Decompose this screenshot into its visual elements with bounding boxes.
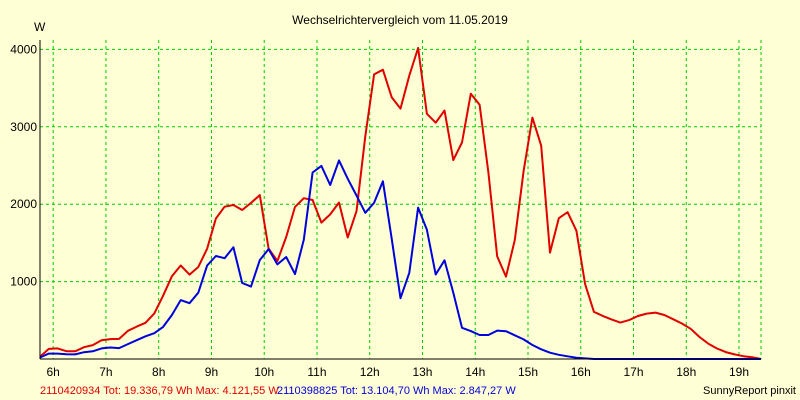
x-tick-label: 13h xyxy=(412,365,432,379)
y-axis-unit: W xyxy=(34,20,46,34)
series-lines xyxy=(39,47,762,360)
x-tick-label: 15h xyxy=(518,365,538,379)
credit-text: SunnyReport pinxit xyxy=(703,385,796,397)
x-tick-label: 11h xyxy=(307,365,326,379)
x-tick-label: 16h xyxy=(571,365,591,379)
y-tick-label: 4000 xyxy=(10,42,37,56)
chart-title: Wechselrichtervergleich vom 11.05.2019 xyxy=(292,13,508,27)
legend-series-2: 2110398825 Tot: 13.104,70 Wh Max: 2.847,… xyxy=(277,385,516,397)
y-tick-label: 2000 xyxy=(10,197,37,211)
x-tick-label: 12h xyxy=(360,365,380,379)
legend-series-1: 2110420934 Tot: 19.336,79 Wh Max: 4.121,… xyxy=(40,385,279,397)
y-tick-label: 1000 xyxy=(10,275,37,289)
series-line-2110398825 xyxy=(39,159,761,360)
x-tick-label: 14h xyxy=(465,365,485,379)
y-tick-label: 3000 xyxy=(10,120,37,134)
x-tick-label: 10h xyxy=(254,365,274,379)
x-tick-label: 6h xyxy=(47,365,60,379)
x-tick-label: 7h xyxy=(99,365,112,379)
x-tick-label: 9h xyxy=(205,365,218,379)
x-tick-label: 17h xyxy=(623,365,643,379)
x-tick-label: 8h xyxy=(152,365,165,379)
series-line-2110420934 xyxy=(39,47,762,360)
x-tick-labels: 6h 7h 8h 9h 10h 11h 12h 13h 14h 15h 16h 17h 18h 19h xyxy=(47,365,750,379)
x-tick-label: 19h xyxy=(729,365,749,379)
x-tick-label: 18h xyxy=(676,365,696,379)
grid xyxy=(40,40,762,359)
y-tick-labels: 1000 2000 3000 4000 xyxy=(10,42,37,288)
